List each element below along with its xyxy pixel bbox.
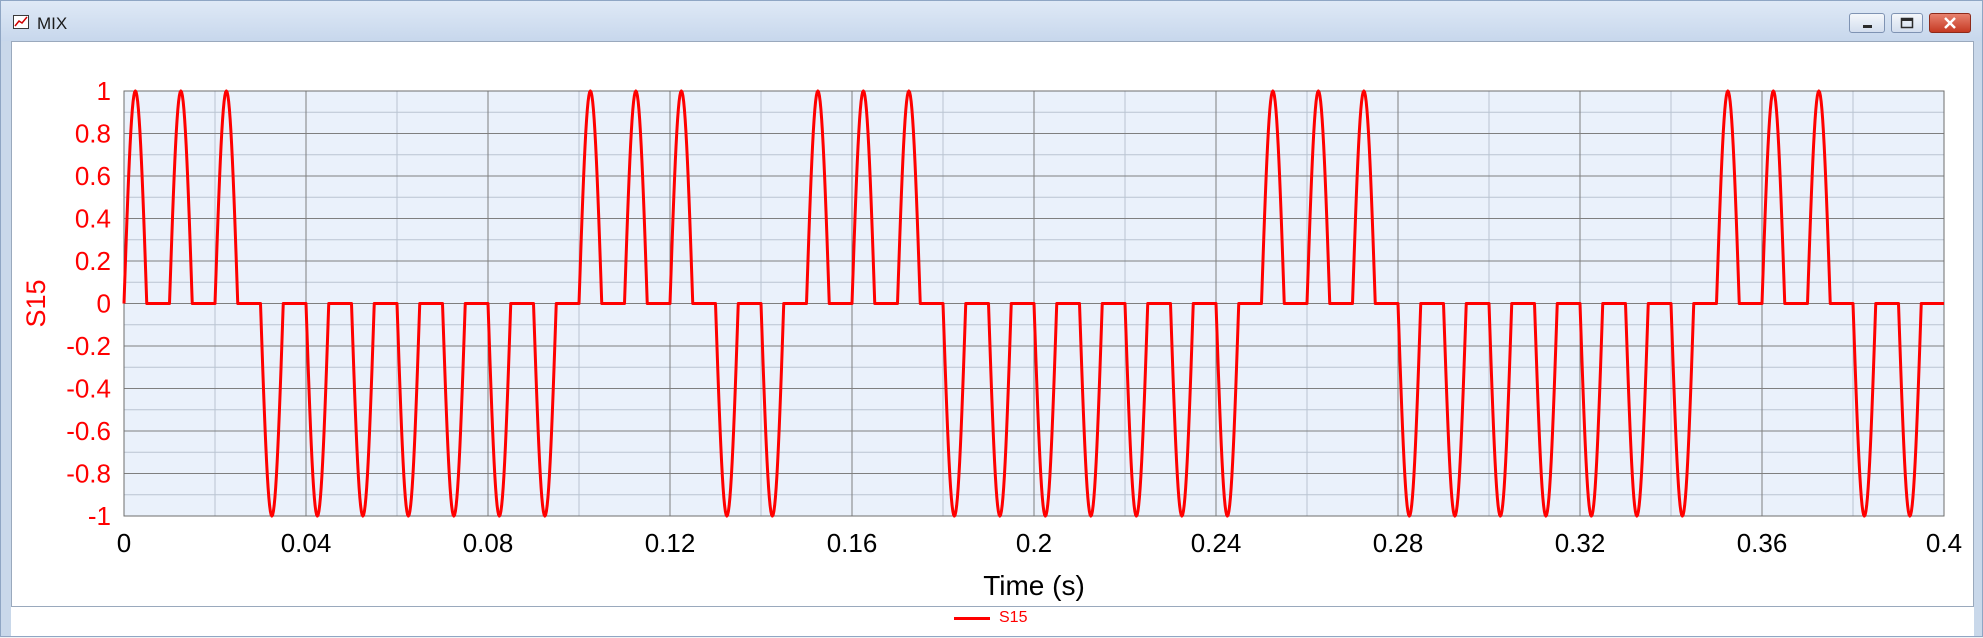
legend-label-s15: S15 [999,609,1028,626]
close-button[interactable] [1929,13,1971,33]
x-tick-label: 0.12 [645,528,696,558]
legend-swatch-s15 [954,617,990,620]
x-axis-label: Time (s) [983,570,1085,601]
y-tick-label: 1 [97,76,111,106]
chart-icon [13,15,29,29]
y-tick-label: 0.4 [75,204,111,234]
window-title: MIX [37,14,68,33]
x-tick-label: 0.24 [1191,528,1242,558]
y-tick-label: -1 [88,501,111,531]
minimize-icon [1863,25,1872,28]
restore-button[interactable] [1891,13,1923,33]
y-tick-label: -0.6 [66,416,111,446]
x-tick-label: 0 [117,528,131,558]
x-tick-label: 0.28 [1373,528,1424,558]
series-line-s15 [122,89,1944,518]
y-axis-ticks: 1 0.8 0.6 0.4 0.2 0 -0.2 -0.4 -0.6 -0.8 -1 [66,76,111,531]
legend [11,606,1974,636]
close-icon [1944,17,1956,29]
x-axis-ticks: 0 0.04 0.08 0.12 0.16 0.2 0.24 0.28 0.32 0.36 0.4 [117,528,1962,558]
y-tick-label: 0.8 [75,119,111,149]
y-tick-label: 0.6 [75,161,111,191]
y-axis-label: S15 [21,279,51,327]
y-tick-label: 0 [97,289,111,319]
title-bar[interactable]: MIX [1,1,1982,41]
y-tick-label: 0.2 [75,246,111,276]
minimize-button[interactable] [1849,13,1885,33]
y-tick-label: -0.2 [66,331,111,361]
x-tick-label: 0.32 [1555,528,1606,558]
x-tick-label: 0.2 [1016,528,1052,558]
x-tick-label: 0.4 [1926,528,1962,558]
y-tick-label: -0.4 [66,374,111,404]
restore-icon [1900,17,1914,29]
series-layer [122,89,1944,518]
x-tick-label: 0.16 [827,528,878,558]
x-tick-label: 0.36 [1737,528,1788,558]
x-tick-label: 0.04 [281,528,332,558]
y-tick-label: -0.8 [66,459,111,489]
x-tick-label: 0.08 [463,528,514,558]
